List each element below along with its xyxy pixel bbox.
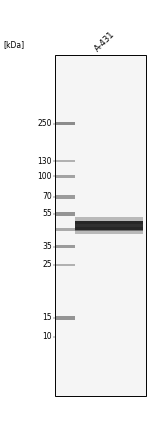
Bar <box>56 264 75 266</box>
Bar <box>75 221 143 225</box>
Bar <box>56 175 75 178</box>
Text: 55: 55 <box>42 209 52 219</box>
Text: A-431: A-431 <box>93 29 117 53</box>
Bar <box>56 160 75 162</box>
Bar <box>75 221 143 230</box>
Text: 25: 25 <box>42 260 52 270</box>
Bar <box>75 230 143 234</box>
Text: 15: 15 <box>42 313 52 322</box>
Text: 100: 100 <box>37 172 52 181</box>
Bar <box>56 245 75 248</box>
Bar <box>56 195 75 199</box>
Bar <box>56 228 75 230</box>
Bar <box>56 122 75 125</box>
Text: [kDa]: [kDa] <box>3 40 24 49</box>
Bar <box>75 217 143 221</box>
Bar <box>55 55 146 396</box>
Bar <box>56 316 75 320</box>
Text: 35: 35 <box>42 242 52 251</box>
Bar <box>56 212 75 216</box>
Text: 10: 10 <box>42 332 52 341</box>
Text: 70: 70 <box>42 192 52 201</box>
Text: 130: 130 <box>37 156 52 166</box>
Text: 250: 250 <box>37 119 52 128</box>
Bar <box>75 227 143 231</box>
